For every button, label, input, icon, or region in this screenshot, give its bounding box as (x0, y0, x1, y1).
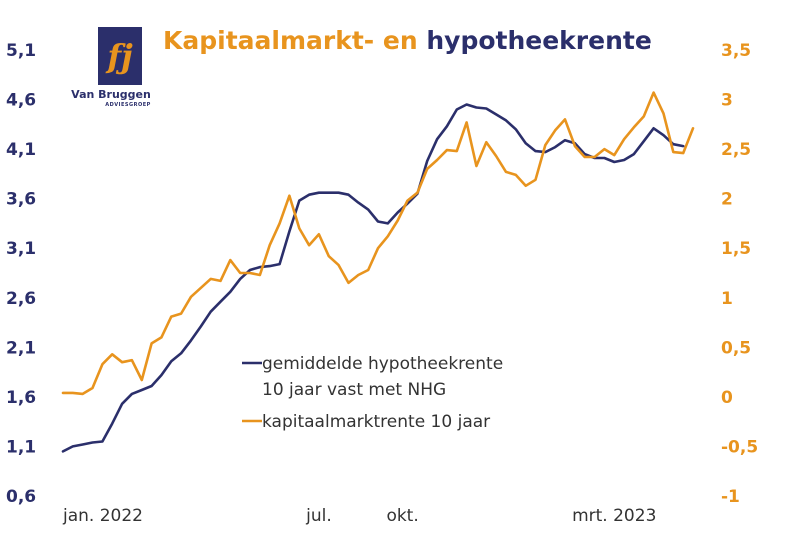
logo-name: Van Bruggen (71, 88, 151, 101)
x-tick-label: mrt. 2023 (572, 506, 656, 526)
y-left-tick-label: 0,6 (6, 487, 36, 507)
chart-title-part2: hypotheekrente (426, 26, 651, 55)
y-left-tick-label: 2,1 (6, 338, 36, 358)
chart-title: Kapitaalmarkt- en hypotheekrente (163, 26, 652, 55)
y-right-tick-label: 1,5 (721, 239, 751, 259)
y-left-tick-label: 1,1 (6, 437, 36, 457)
y-axis-right: -1 -0,5 0 0,5 1 1,5 2 2,5 3 3,5 (721, 41, 758, 507)
y-left-tick-label: 3,1 (6, 239, 36, 259)
y-right-tick-label: 1 (721, 289, 733, 309)
x-tick-label: okt. (386, 506, 418, 526)
logo: fj Van Bruggen ADVIESGROEP (71, 27, 151, 108)
y-left-tick-label: 5,1 (6, 41, 36, 61)
series-line-kapitaalmarktrente (61, 91, 695, 396)
y-right-tick-label: 2,5 (721, 140, 751, 160)
y-right-tick-label: 0,5 (721, 338, 751, 358)
y-left-tick-label: 2,6 (6, 289, 36, 309)
logo-mark (98, 27, 142, 85)
y-right-tick-label: 0 (721, 388, 733, 408)
y-left-tick-label: 1,6 (6, 388, 36, 408)
y-axis-left: 0,6 1,1 1,6 2,1 2,6 3,1 3,6 4,1 4,6 5,1 (6, 41, 36, 507)
legend-label-kapitaalmarktrente: kapitaalmarktrente 10 jaar (262, 412, 490, 432)
x-axis: jan. 2022 jul. okt. mrt. 2023 (62, 506, 656, 526)
chart-title-part1: Kapitaalmarkt- en (163, 26, 418, 55)
series-lines (61, 91, 695, 453)
y-right-tick-label: -1 (721, 487, 740, 507)
logo-glyph: fj (105, 37, 133, 75)
series-line-hypotheekrente (61, 103, 685, 453)
y-right-tick-label: 2 (721, 190, 733, 210)
y-right-tick-label: 3,5 (721, 41, 751, 61)
x-tick-label: jan. 2022 (62, 506, 143, 526)
legend-label-hypotheekrente-line2: 10 jaar vast met NHG (262, 380, 446, 400)
logo-sub: ADVIESGROEP (105, 102, 151, 108)
legend: gemiddelde hypotheekrente 10 jaar vast m… (242, 354, 503, 432)
y-right-tick-label: -0,5 (721, 437, 758, 457)
y-left-tick-label: 4,1 (6, 140, 36, 160)
legend-label-hypotheekrente-line1: gemiddelde hypotheekrente (262, 354, 503, 374)
y-left-tick-label: 4,6 (6, 91, 36, 111)
y-left-tick-label: 3,6 (6, 190, 36, 210)
x-tick-label: jul. (305, 506, 332, 526)
y-right-tick-label: 3 (721, 91, 733, 111)
